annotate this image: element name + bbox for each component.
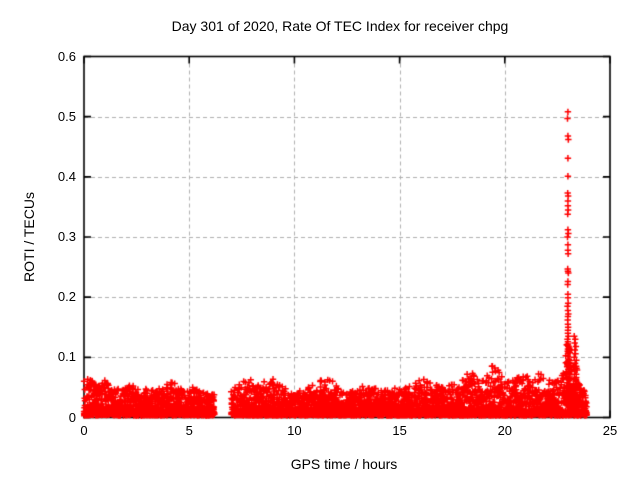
y-tick-label: 0.2 xyxy=(57,289,76,305)
chart-title: Day 301 of 2020, Rate Of TEC Index for r… xyxy=(171,18,509,34)
x-tick-label: 5 xyxy=(185,423,193,438)
y-tick-label: 0.5 xyxy=(57,108,76,124)
y-tick-label: 0.4 xyxy=(57,168,76,184)
x-axis-label: GPS time / hours xyxy=(290,456,398,472)
x-tick-label: 20 xyxy=(497,423,513,438)
x-tick-label: 15 xyxy=(392,423,407,438)
y-tick-label: 0.3 xyxy=(57,229,76,244)
y-tick-label: 0.6 xyxy=(57,48,76,64)
x-tick-label: 25 xyxy=(602,423,618,438)
x-tick-label: 10 xyxy=(287,423,302,438)
y-tick-label: 0 xyxy=(68,409,76,425)
x-tick-label: 0 xyxy=(80,423,88,438)
y-tick-label: 0.1 xyxy=(57,349,76,365)
